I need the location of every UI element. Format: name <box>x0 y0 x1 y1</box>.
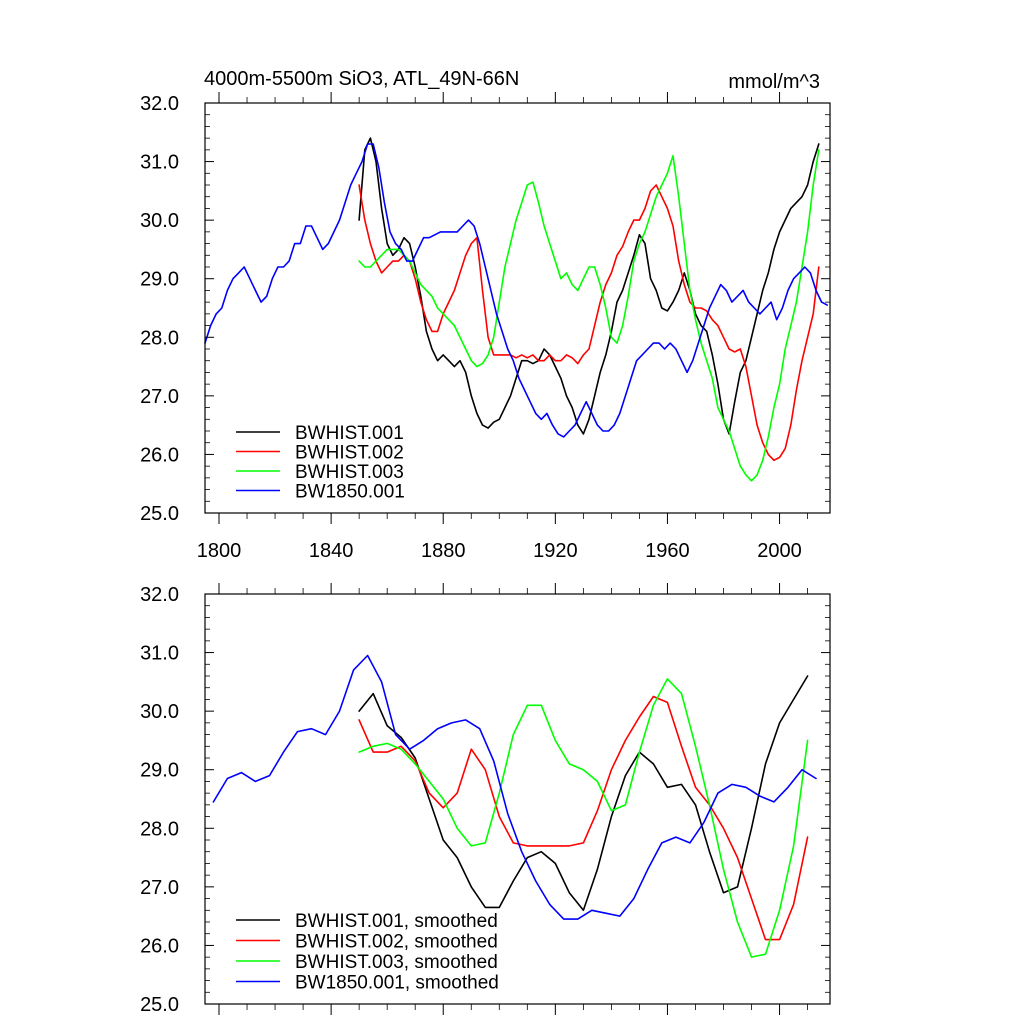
bottom-ytick-label: 30.0 <box>140 701 179 723</box>
bottom-legend-label-1: BWHIST.001, smoothed <box>295 911 498 932</box>
bottom-series-line-3 <box>358 678 809 958</box>
top-xtick-label: 1960 <box>645 540 690 562</box>
chart-title-left: 4000m-5500m SiO3, ATL_49N-66N <box>204 68 519 90</box>
top-ytick-label: 30.0 <box>140 210 179 232</box>
top-ytick-label: 28.0 <box>140 327 179 349</box>
top-xtick-label: 1920 <box>533 540 578 562</box>
top-ytick-label: 29.0 <box>140 269 179 291</box>
top-ytick-label: 26.0 <box>140 444 179 466</box>
bottom-plot-frame <box>204 593 831 1005</box>
bottom-ytick-label: 29.0 <box>140 760 179 782</box>
bottom-series-line-4 <box>212 654 817 920</box>
top-series-line-4 <box>204 143 829 438</box>
top-series-line-1 <box>358 137 820 435</box>
top-ytick-label: 25.0 <box>140 503 179 525</box>
bottom-ytick-label: 25.0 <box>140 994 179 1016</box>
top-plot-frame <box>204 102 831 514</box>
bottom-ytick-label: 27.0 <box>140 877 179 899</box>
bottom-series-line-2 <box>358 695 809 941</box>
bottom-ytick-label: 26.0 <box>140 935 179 957</box>
top-legend-label-3: BWHIST.003 <box>295 462 404 483</box>
top-legend-label-1: BWHIST.001 <box>295 423 404 444</box>
top-legend-label-2: BWHIST.002 <box>295 443 404 464</box>
bottom-panel: 25.0 26.0 27.0 28.0 29.0 30.0 31.0 32.0 BWHIST.… <box>140 583 831 1016</box>
chart-units: mmol/m^3 <box>728 71 820 93</box>
bottom-series-line-1 <box>358 675 809 912</box>
bottom-legend-label-4: BW1850.001, smoothed <box>295 973 499 994</box>
bottom-series-layer <box>212 654 817 958</box>
bottom-legend-label-2: BWHIST.002, smoothed <box>295 932 498 953</box>
bottom-ytick-label: 31.0 <box>140 643 179 665</box>
bottom-ytick-label: 32.0 <box>140 584 179 606</box>
top-ytick-label: 27.0 <box>140 386 179 408</box>
bottom-axes-layer: 25.0 26.0 27.0 28.0 29.0 30.0 31.0 32.0 <box>140 583 830 1016</box>
bottom-legend-label-3: BWHIST.003, smoothed <box>295 952 498 973</box>
top-xtick-label: 1840 <box>309 540 354 562</box>
top-axes-layer: 25.0 26.0 27.0 28.0 29.0 30.0 31.0 32.0 1800 1840… <box>140 92 830 562</box>
bottom-ytick-label: 28.0 <box>140 818 179 840</box>
top-series-layer <box>204 137 829 482</box>
top-xtick-label: 1880 <box>421 540 466 562</box>
top-xtick-label: 1800 <box>197 540 242 562</box>
top-xtick-label: 2000 <box>757 540 802 562</box>
top-ytick-label: 31.0 <box>140 152 179 174</box>
top-panel: 25.0 26.0 27.0 28.0 29.0 30.0 31.0 32.0 1800 1840… <box>140 92 831 562</box>
top-ytick-label: 32.0 <box>140 93 179 115</box>
top-series-line-3 <box>358 149 820 482</box>
top-series-line-2 <box>358 184 820 462</box>
top-legend-label-4: BW1850.001 <box>295 482 405 503</box>
